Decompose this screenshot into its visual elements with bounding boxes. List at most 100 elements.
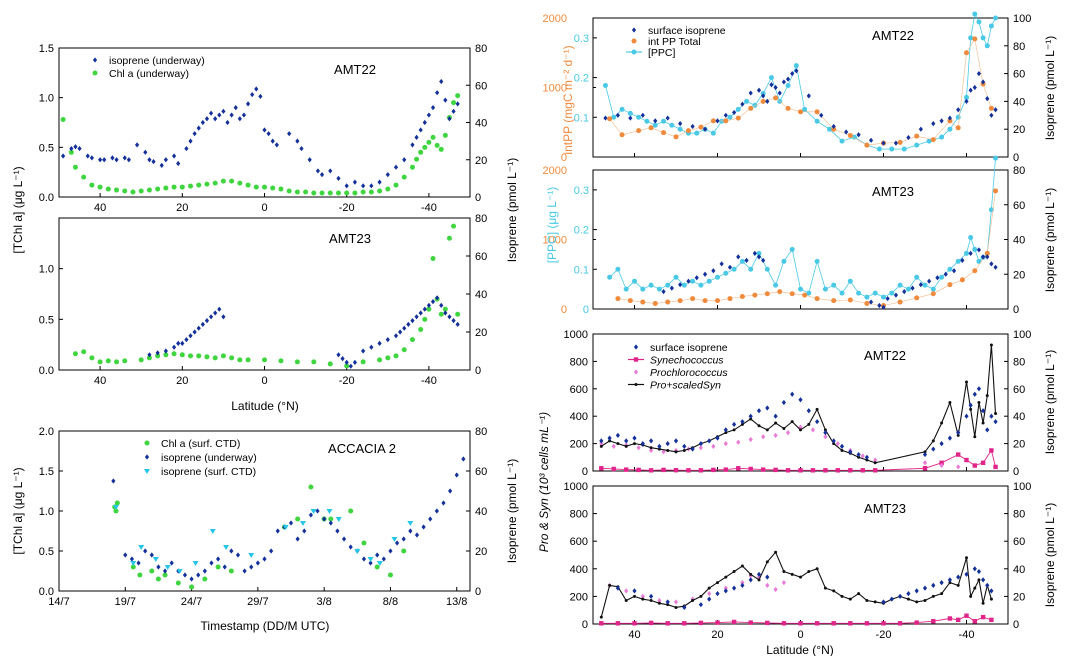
y-right-tick-label: 20 bbox=[1013, 269, 1025, 281]
data-point bbox=[126, 157, 131, 163]
data-point bbox=[947, 115, 952, 121]
data-point bbox=[242, 568, 247, 574]
y-left-tick-label: 1000 bbox=[564, 329, 588, 341]
data-point bbox=[294, 189, 300, 195]
data-point bbox=[947, 577, 952, 583]
data-point bbox=[691, 599, 695, 603]
data-point bbox=[831, 621, 836, 626]
y-left-tick-label: 200 bbox=[570, 439, 588, 451]
data-point bbox=[727, 264, 733, 270]
data-point bbox=[348, 363, 353, 369]
data-point bbox=[981, 601, 985, 605]
data-point bbox=[873, 457, 878, 463]
data-point bbox=[235, 552, 241, 558]
data-point bbox=[798, 109, 803, 115]
data-point bbox=[657, 601, 661, 605]
data-point bbox=[640, 593, 645, 599]
data-point bbox=[956, 617, 961, 623]
data-point bbox=[965, 380, 968, 384]
data-point bbox=[765, 98, 770, 104]
data-point bbox=[451, 100, 457, 106]
data-point bbox=[441, 500, 446, 506]
data-point bbox=[229, 355, 235, 361]
data-point bbox=[827, 126, 833, 132]
data-point bbox=[889, 146, 895, 152]
data-point bbox=[665, 282, 671, 288]
data-point bbox=[661, 449, 666, 455]
data-point bbox=[447, 314, 452, 320]
data-point bbox=[455, 311, 461, 317]
data-point bbox=[628, 115, 633, 121]
y-ppc-tick-label: 0 bbox=[583, 304, 589, 316]
data-point bbox=[245, 357, 251, 363]
data-point bbox=[385, 355, 391, 361]
data-point bbox=[286, 188, 292, 194]
data-point bbox=[401, 548, 407, 554]
data-point bbox=[253, 184, 259, 190]
data-point bbox=[636, 467, 641, 473]
data-point bbox=[426, 302, 431, 308]
data-point bbox=[220, 353, 226, 359]
data-point bbox=[972, 619, 977, 624]
data-point bbox=[385, 172, 390, 178]
data-point bbox=[868, 137, 874, 143]
x-tick-label: 0 bbox=[261, 375, 267, 387]
data-point bbox=[430, 299, 436, 305]
data-point bbox=[832, 589, 836, 593]
data-point bbox=[665, 599, 670, 605]
data-point bbox=[262, 357, 267, 363]
data-point bbox=[914, 588, 919, 594]
y-left-tick-label: 600 bbox=[570, 384, 588, 396]
x-tick-label: -20 bbox=[339, 375, 355, 387]
data-point bbox=[914, 274, 920, 280]
data-point bbox=[152, 557, 159, 562]
data-point bbox=[188, 333, 193, 339]
data-point bbox=[980, 614, 986, 620]
data-point bbox=[179, 184, 185, 190]
data-point bbox=[939, 441, 944, 447]
data-point bbox=[732, 585, 737, 591]
data-point bbox=[931, 582, 936, 588]
data-point bbox=[414, 156, 420, 162]
data-point bbox=[682, 621, 687, 626]
data-point bbox=[948, 401, 952, 404]
data-point bbox=[262, 184, 267, 190]
data-point bbox=[914, 133, 920, 139]
data-point bbox=[402, 325, 407, 331]
data-point bbox=[196, 572, 201, 578]
data-point bbox=[711, 443, 716, 449]
data-point bbox=[947, 126, 953, 132]
data-point bbox=[969, 594, 973, 598]
data-point bbox=[773, 95, 779, 101]
data-point bbox=[931, 439, 935, 443]
data-point bbox=[438, 146, 444, 152]
data-point bbox=[615, 432, 620, 438]
data-point bbox=[275, 528, 280, 534]
data-point bbox=[155, 576, 161, 582]
data-point bbox=[428, 516, 433, 522]
y-right-tick-label: 60 bbox=[475, 251, 487, 263]
y-left-tick-label: 0.5 bbox=[39, 546, 54, 558]
legend-marker bbox=[631, 38, 637, 44]
data-point bbox=[807, 422, 811, 426]
data-point bbox=[648, 125, 654, 131]
data-point bbox=[976, 71, 982, 77]
data-point bbox=[619, 106, 625, 112]
data-point bbox=[736, 254, 741, 260]
x-tick-label: 0 bbox=[261, 202, 267, 214]
data-point bbox=[673, 134, 679, 140]
data-point bbox=[732, 109, 737, 116]
legend-label: Synechococcus bbox=[650, 355, 724, 367]
data-point bbox=[233, 105, 238, 111]
data-point bbox=[369, 183, 374, 189]
data-point bbox=[760, 98, 766, 104]
data-point bbox=[377, 357, 383, 363]
data-point bbox=[736, 466, 741, 471]
data-point bbox=[723, 441, 728, 447]
y-left-tick-label: 0 bbox=[582, 619, 588, 631]
data-point bbox=[72, 164, 78, 170]
legend-label: Pro+scaledSyn bbox=[650, 380, 721, 392]
data-point bbox=[287, 131, 292, 137]
data-point bbox=[740, 564, 744, 568]
